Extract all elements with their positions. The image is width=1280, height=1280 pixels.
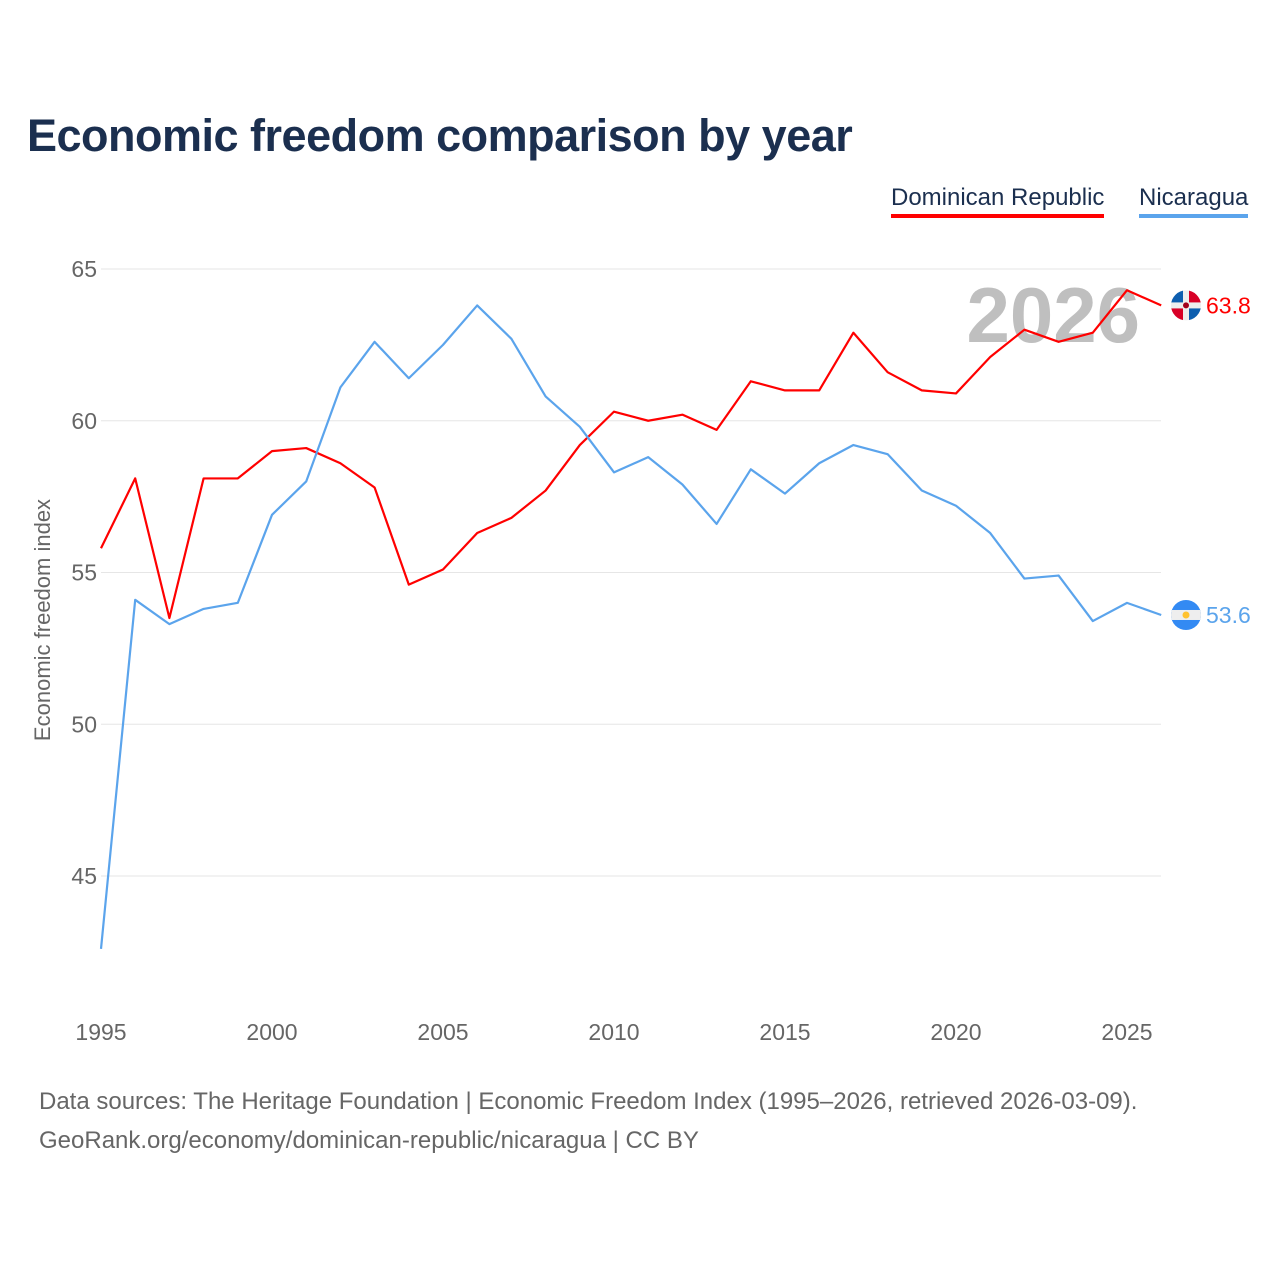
x-tick-label: 1995 [75, 1019, 126, 1045]
x-tick-label: 2000 [246, 1019, 297, 1045]
x-tick-label: 2025 [1101, 1019, 1152, 1045]
x-tick-label: 2020 [930, 1019, 981, 1045]
flag-icon-dominican-republic [1171, 290, 1201, 321]
flag-q4 [1189, 308, 1201, 321]
y-axis-label: Economic freedom index [30, 499, 55, 741]
chart-title: Economic freedom comparison by year [27, 110, 853, 161]
flag-q1 [1171, 290, 1183, 303]
y-tick-label: 45 [71, 863, 97, 889]
y-tick-label: 65 [71, 256, 97, 282]
flag-q2 [1189, 290, 1201, 303]
legend-dominican-republic[interactable]: Dominican Republic [891, 184, 1105, 218]
flag-icon-nicaragua [1171, 599, 1201, 630]
flag-q3 [1171, 308, 1183, 321]
line-chart: 45 50 55 60 65 1995 2000 2005 2010 2015 2020 2025 Ec… [30, 256, 1251, 1045]
x-tick-label: 2015 [759, 1019, 810, 1045]
flag-emblem [1183, 302, 1189, 309]
x-tick-label: 2005 [417, 1019, 468, 1045]
source-note: Data sources: The Heritage Foundation | … [39, 1088, 1138, 1115]
flag-body [1171, 599, 1201, 630]
year-watermark: 2026 [966, 271, 1140, 359]
end-value-label: 63.8 [1206, 292, 1251, 318]
flag-emblem [1182, 611, 1190, 619]
y-tick-label: 60 [71, 408, 97, 434]
end-value-label: 53.6 [1206, 602, 1251, 628]
y-tick-label: 50 [71, 711, 97, 737]
series-line-nicaragua [99, 304, 1162, 949]
x-tick-label: 2010 [588, 1019, 639, 1045]
y-tick-label: 55 [71, 560, 97, 586]
legend-nicaragua[interactable]: Nicaragua [1139, 184, 1249, 218]
flag-body [1171, 290, 1201, 321]
series-line-dominican-republic [100, 289, 1162, 620]
source-link[interactable]: GeoRank.org/economy/dominican-republic/n… [39, 1127, 699, 1154]
